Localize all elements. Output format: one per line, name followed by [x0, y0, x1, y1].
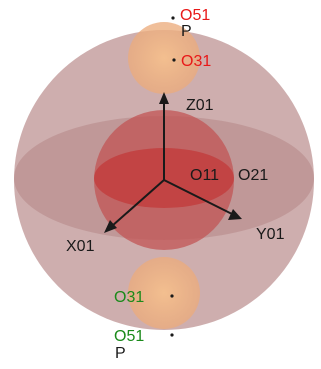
bottom-inner-dot [170, 294, 174, 298]
x-axis-arrowhead [104, 220, 117, 233]
y-axis-arrowhead [228, 209, 242, 220]
x-axis-line [111, 179, 165, 227]
center-right-label: O21 [238, 167, 268, 184]
bottom-p-label: P [115, 345, 126, 362]
top-inner-label: O31 [181, 53, 211, 70]
center-left-label: O11 [190, 167, 219, 184]
x-axis-label: X01 [66, 238, 95, 255]
bottom-inner-label: O31 [114, 289, 144, 306]
y-axis-line [163, 179, 233, 215]
top-point-dot [171, 16, 175, 20]
z-axis-arrowhead [159, 92, 169, 104]
y-axis-label: Y01 [256, 226, 285, 243]
top-inner-dot [172, 58, 176, 62]
axes [104, 92, 242, 233]
top-lobe [128, 22, 200, 94]
z-axis-label: Z01 [186, 97, 214, 114]
bottom-lobe [128, 257, 200, 329]
top-p-label: P [181, 23, 192, 40]
bottom-point-label: O51 [114, 328, 144, 345]
top-point-label: O51 [180, 7, 210, 24]
bottom-point-dot [170, 333, 174, 337]
